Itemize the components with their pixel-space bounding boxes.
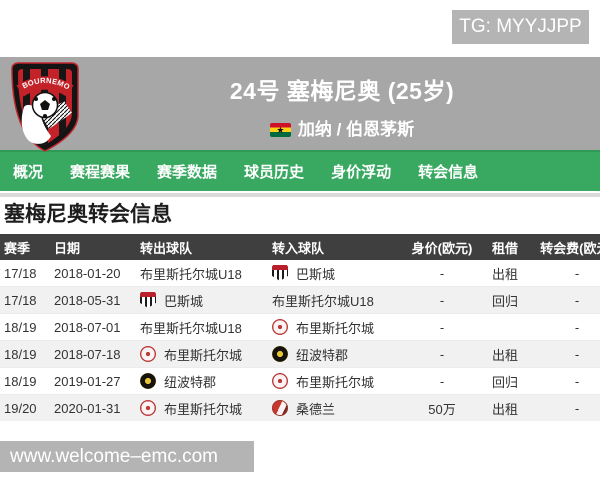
from-team-cell: 布里斯托尔城U18 — [140, 314, 268, 340]
to-team-cell: 巴斯城 — [272, 260, 408, 286]
fee-cell: - — [534, 394, 600, 421]
bristol-city-badge-icon — [140, 400, 156, 416]
loan-cell: 回归 — [476, 286, 534, 314]
afc-bournemouth-crest-icon: AFC BOURNEMOUTH — [8, 61, 79, 152]
col-fee: 转会费(欧元) — [534, 234, 600, 260]
team-name: 布里斯托尔城 — [296, 374, 375, 390]
season-cell: 17/18 — [0, 260, 50, 287]
team-name: 布里斯托尔城U18 — [140, 266, 242, 282]
date-cell: 2019-01-27 — [50, 367, 136, 395]
newport-county-badge-icon — [272, 346, 288, 362]
transfer-row: 17/18 2018-05-31 巴斯城 布里斯托尔城U18 - 回归 - — [0, 286, 600, 314]
divider-strip — [0, 193, 600, 197]
tab-overview[interactable]: 概况 — [13, 164, 44, 181]
transfer-row: 18/19 2018-07-01 布里斯托尔城U18 布里斯托尔城 - - — [0, 313, 600, 341]
player-header: 24号 塞梅尼奥 (25岁) 加纳 / 伯恩茅斯 — [0, 57, 600, 150]
loan-cell: 出租 — [476, 394, 534, 421]
fee-cell: - — [534, 367, 600, 395]
fee-cell: - — [534, 313, 600, 341]
to-team-cell: 桑德兰 — [272, 395, 408, 421]
value-cell: - — [408, 286, 476, 314]
value-cell: - — [408, 340, 476, 368]
loan-cell: 出租 — [476, 340, 534, 368]
date-cell: 2018-05-31 — [50, 286, 136, 314]
fee-cell: - — [534, 286, 600, 314]
tab-transfer-info[interactable]: 转会信息 — [418, 164, 479, 181]
fee-cell: - — [534, 260, 600, 287]
season-cell: 18/19 — [0, 340, 50, 368]
sunderland-badge-icon — [272, 400, 288, 416]
nationality-club-label: 加纳 / 伯恩茅斯 — [297, 120, 415, 139]
newport-county-badge-icon — [140, 373, 156, 389]
telegram-contact-badge: TG: MYYJJPP — [452, 10, 589, 44]
loan-cell: 回归 — [476, 367, 534, 395]
to-team-cell: 布里斯托尔城U18 — [272, 287, 408, 313]
season-cell: 19/20 — [0, 394, 50, 421]
date-cell: 2018-01-20 — [50, 260, 136, 287]
col-date: 日期 — [50, 234, 136, 260]
team-name: 桑德兰 — [296, 401, 336, 417]
to-team-cell: 布里斯托尔城 — [272, 368, 408, 394]
tab-season-stats[interactable]: 赛季数据 — [157, 164, 218, 181]
bath-city-badge-icon — [272, 265, 288, 281]
value-cell: 50万 — [408, 394, 476, 421]
tab-player-history[interactable]: 球员历史 — [244, 164, 305, 181]
date-cell: 2018-07-18 — [50, 340, 136, 368]
value-cell: - — [408, 367, 476, 395]
season-cell: 18/19 — [0, 313, 50, 341]
to-team-cell: 布里斯托尔城 — [272, 314, 408, 340]
col-value: 身价(欧元) — [408, 234, 476, 260]
transfer-row: 18/19 2019-01-27 纽波特郡 布里斯托尔城 - 回归 - — [0, 367, 600, 395]
to-team-cell: 纽波特郡 — [272, 341, 408, 367]
from-team-cell: 纽波特郡 — [140, 368, 268, 394]
bath-city-badge-icon — [140, 292, 156, 308]
value-cell: - — [408, 260, 476, 287]
team-name: 布里斯托尔城U18 — [272, 293, 374, 309]
team-name: 纽波特郡 — [164, 374, 217, 390]
tab-fixtures-results[interactable]: 赛程赛果 — [70, 164, 131, 181]
player-title: 24号 塞梅尼奥 (25岁) — [229, 78, 455, 104]
transfer-table: 赛季 日期 转出球队 转入球队 身价(欧元) 租借 转会费(欧元) 17/18 … — [0, 234, 600, 421]
player-nationality-club: 加纳 / 伯恩茅斯 — [84, 115, 600, 140]
col-loan: 租借 — [476, 234, 534, 260]
col-to-team: 转入球队 — [268, 234, 408, 260]
bristol-city-badge-icon — [272, 373, 288, 389]
transfer-row: 19/20 2020-01-31 布里斯托尔城 桑德兰 50万 出租 - — [0, 394, 600, 421]
transfer-section: 塞梅尼奥转会信息 赛季 日期 转出球队 转入球队 身价(欧元) 租借 转会费(欧… — [0, 197, 600, 421]
loan-cell: 出租 — [476, 260, 534, 287]
ghana-flag-icon — [269, 123, 291, 137]
team-name: 布里斯托尔城 — [164, 401, 243, 417]
transfer-row: 18/19 2018-07-18 布里斯托尔城 纽波特郡 - 出租 - — [0, 340, 600, 368]
from-team-cell: 布里斯托尔城 — [140, 395, 268, 421]
value-cell: - — [408, 313, 476, 341]
team-name: 布里斯托尔城 — [164, 347, 243, 363]
bristol-city-badge-icon — [140, 346, 156, 362]
season-cell: 17/18 — [0, 286, 50, 314]
season-cell: 18/19 — [0, 367, 50, 395]
bristol-city-badge-icon — [272, 319, 288, 335]
player-nav-tabs: 概况 赛程赛果 赛季数据 球员历史 身价浮动 转会信息 — [0, 150, 600, 191]
from-team-cell: 布里斯托尔城 — [140, 341, 268, 367]
section-title: 塞梅尼奥转会信息 — [4, 203, 172, 226]
team-name: 巴斯城 — [296, 266, 336, 282]
loan-cell — [476, 313, 534, 341]
date-cell: 2018-07-01 — [50, 313, 136, 341]
team-name: 布里斯托尔城 — [296, 320, 375, 336]
fee-cell: - — [534, 340, 600, 368]
team-name: 巴斯城 — [164, 293, 204, 309]
team-name: 布里斯托尔城U18 — [140, 320, 242, 336]
watermark-url: www.welcome–emc.com — [0, 441, 254, 472]
from-team-cell: 巴斯城 — [140, 287, 268, 313]
date-cell: 2020-01-31 — [50, 394, 136, 421]
team-name: 纽波特郡 — [296, 347, 349, 363]
col-from-team: 转出球队 — [136, 234, 268, 260]
col-season: 赛季 — [0, 234, 50, 260]
table-header-row: 赛季 日期 转出球队 转入球队 身价(欧元) 租借 转会费(欧元) — [0, 234, 600, 260]
tab-market-value[interactable]: 身价浮动 — [331, 164, 392, 181]
from-team-cell: 布里斯托尔城U18 — [140, 260, 268, 286]
transfer-row: 17/18 2018-01-20 布里斯托尔城U18 巴斯城 - 出租 - — [0, 260, 600, 287]
